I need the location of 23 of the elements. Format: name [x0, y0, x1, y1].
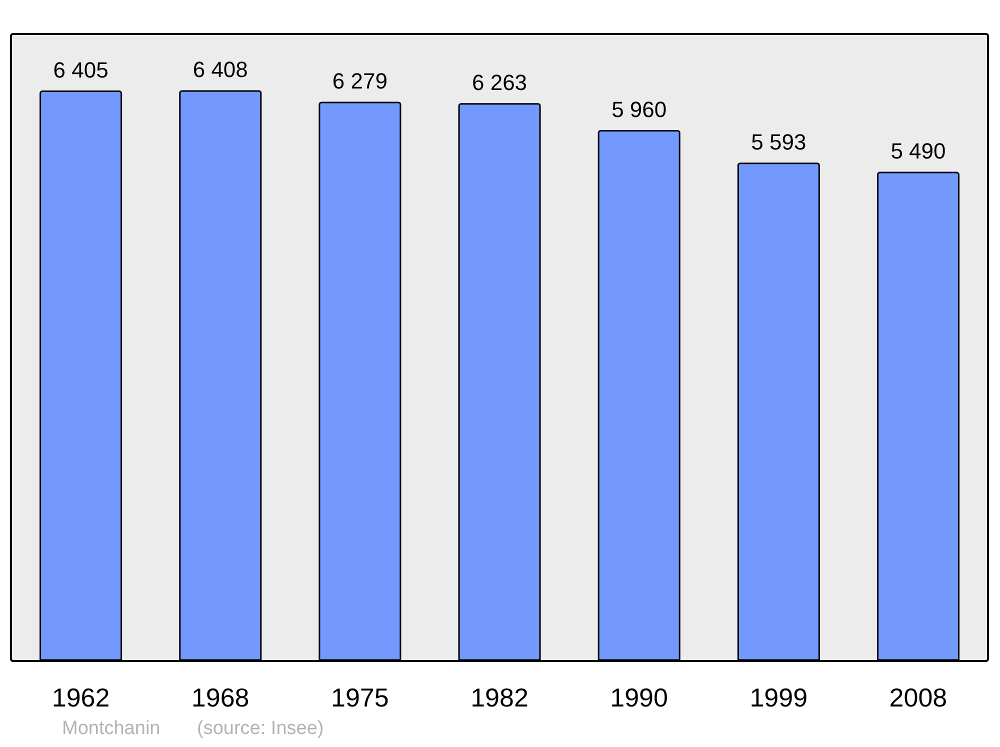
x-tick-label: 1962 [52, 682, 110, 712]
bar [598, 130, 680, 660]
data-label: 5 593 [751, 129, 806, 154]
bar [179, 90, 262, 660]
bar [876, 172, 960, 660]
x-tick-label: 1975 [331, 682, 389, 712]
data-label: 5 490 [890, 138, 946, 164]
data-label: 6 408 [192, 57, 248, 82]
x-tick-label: 1990 [610, 682, 668, 712]
bar [458, 103, 541, 660]
bar [40, 90, 122, 660]
x-tick-label: 2008 [889, 682, 948, 712]
data-label: 6 279 [332, 68, 388, 94]
bar [318, 102, 402, 660]
data-label: 6 263 [472, 70, 528, 95]
text: (source: Insee) [197, 718, 324, 740]
text: Montchanin [62, 718, 160, 740]
data-label: 5 960 [612, 96, 667, 122]
x-tick-label: 1999 [750, 682, 808, 712]
bar [737, 162, 820, 660]
x-tick-label: 1982 [470, 682, 528, 712]
data-label: 6 405 [53, 57, 108, 82]
x-tick-label: 1968 [191, 682, 250, 712]
